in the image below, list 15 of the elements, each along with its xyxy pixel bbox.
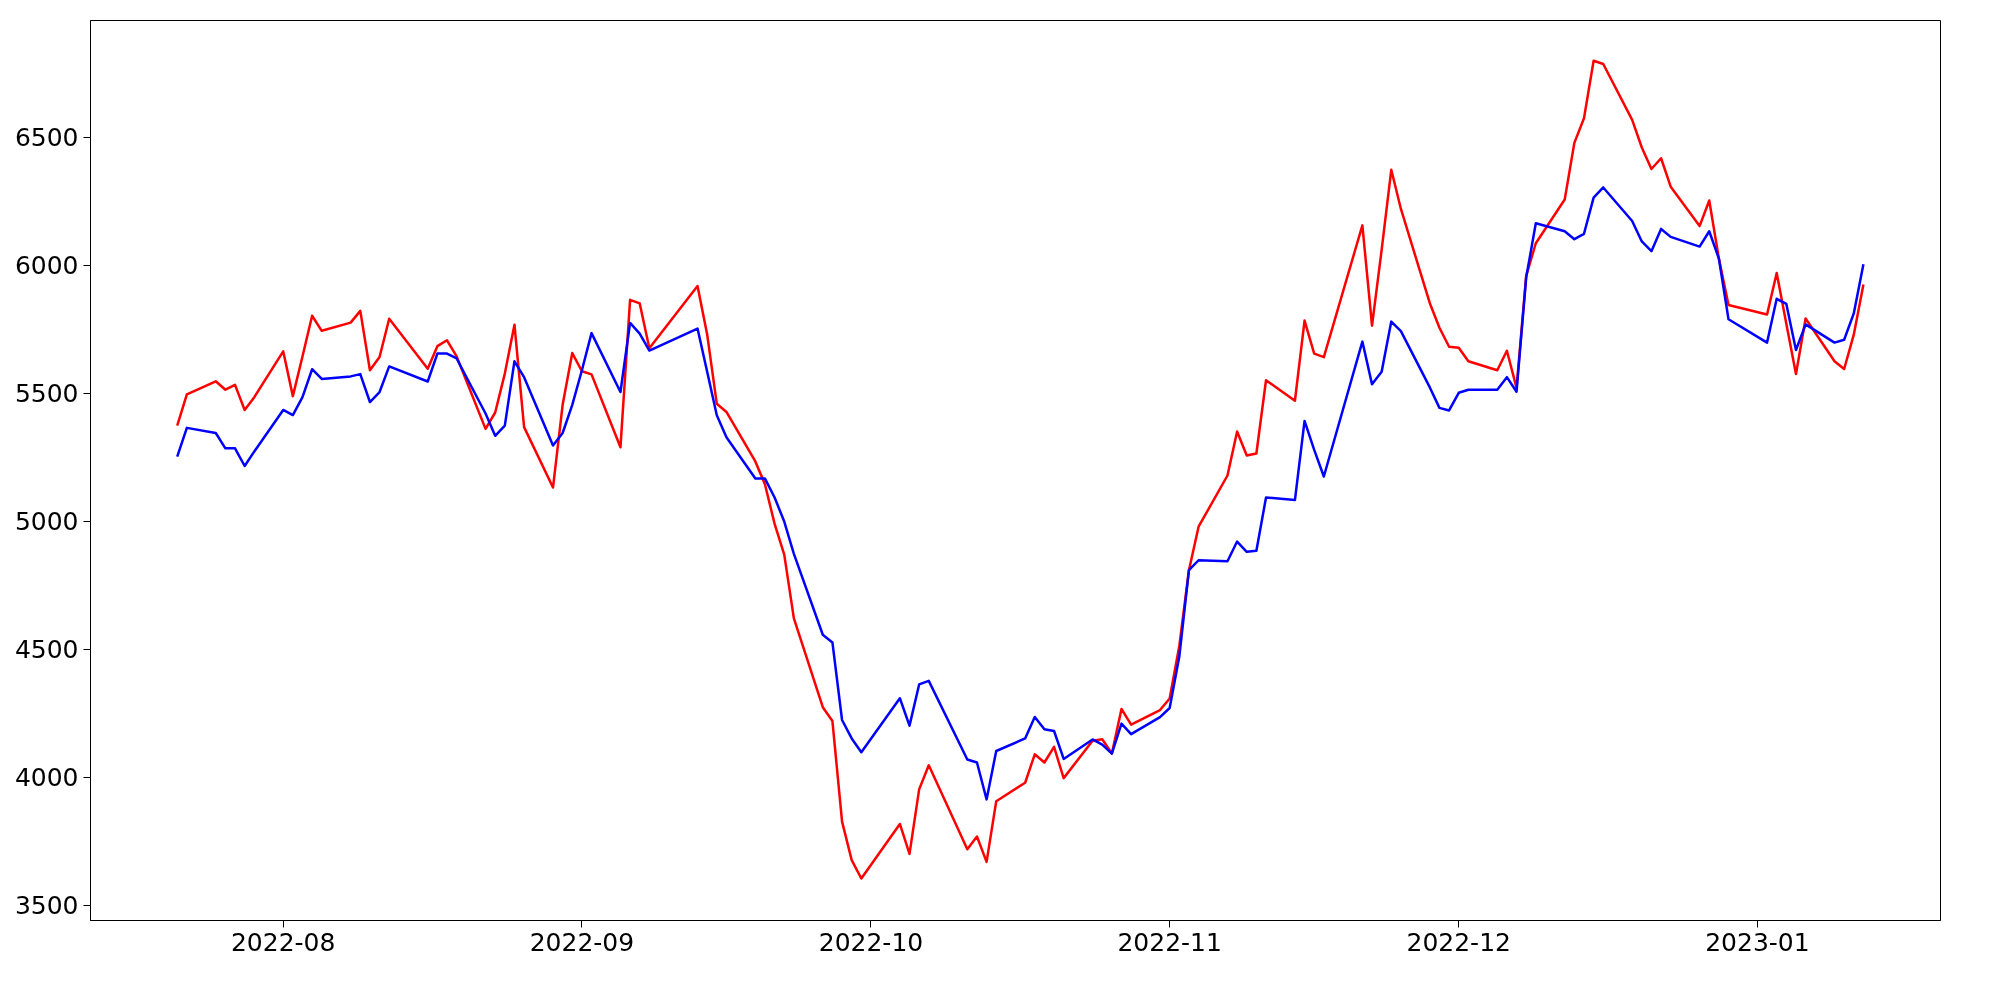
line-series (175, 59, 1865, 880)
y-tick-label: 4000 (14, 763, 79, 793)
y-tick-label: 6500 (14, 123, 79, 152)
x-tick-label: 2022-10 (818, 927, 924, 957)
y-tick-label: 6000 (14, 251, 79, 281)
x-tick-label: 2022-11 (1117, 927, 1222, 957)
y-tick-label: 4500 (14, 635, 79, 665)
y-tick-label: 5000 (14, 507, 79, 537)
y-tick-label: 5500 (14, 379, 79, 409)
line-series (175, 186, 1865, 801)
x-tick-label: 2022-12 (1406, 927, 1511, 957)
x-tick-label: 2022-09 (529, 927, 635, 957)
y-tick-label: 3500 (14, 891, 79, 921)
x-tick-label: 2023-01 (1705, 927, 1810, 957)
x-tick-label: 2022-08 (230, 927, 336, 957)
